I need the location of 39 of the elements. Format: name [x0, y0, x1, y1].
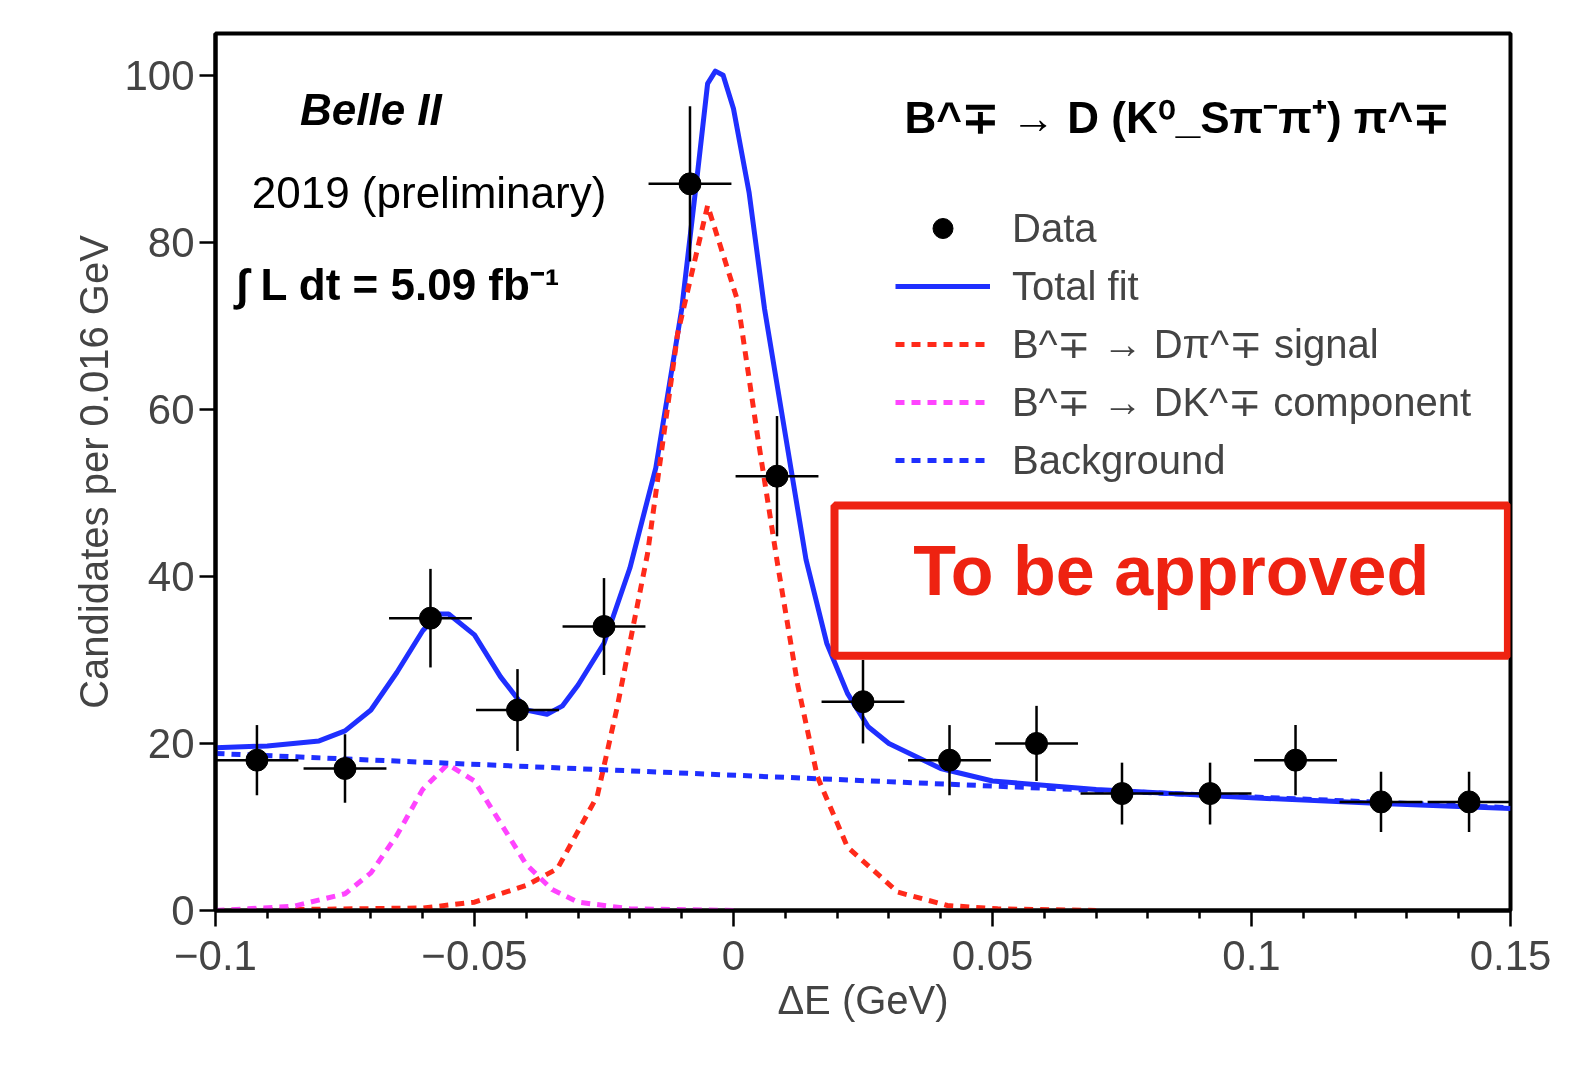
y-tick-label: 20: [147, 719, 195, 767]
point: [418, 606, 442, 630]
point: [592, 615, 616, 638]
point: [1457, 790, 1481, 814]
annotation: B^∓ → D (K⁰_Sπ⁻π⁺) π^∓: [904, 93, 1451, 143]
x-tick-label: 0.1: [1222, 931, 1281, 979]
legend-label: B^∓ → Dπ^∓ signal: [1012, 321, 1379, 368]
legend-label: B^∓ → DK^∓ component: [1012, 379, 1472, 426]
x-tick-label: −0.1: [174, 931, 257, 979]
y-tick-label: 0: [171, 887, 195, 934]
legend-label: Background: [1012, 436, 1226, 484]
y-tick-label: 100: [124, 51, 195, 99]
x-tick-label: 0: [721, 931, 746, 979]
x-tick-label: 0.15: [1469, 931, 1552, 979]
point: [1369, 790, 1393, 814]
point: [333, 757, 357, 780]
point: [1198, 782, 1222, 806]
y-tick-label: 80: [147, 218, 195, 266]
annotation: ∫ L dt = 5.09 fb⁻¹: [233, 260, 560, 311]
x-tick-label: 0.05: [951, 931, 1034, 979]
annotation: To be approved: [913, 531, 1430, 610]
point: [765, 464, 789, 488]
x-tick-label: −0.05: [421, 931, 528, 979]
x-axis-title: ΔE (GeV): [777, 977, 949, 1022]
y-tick-label: 40: [147, 552, 195, 600]
point: [245, 748, 269, 772]
point: [1284, 748, 1308, 772]
y-tick-label: 60: [147, 385, 195, 433]
y-axis-title: Candidates per 0.016 GeV: [72, 234, 117, 709]
point: [1025, 731, 1049, 755]
point: [851, 690, 875, 714]
legend-label: Total fit: [1012, 262, 1139, 310]
point: [678, 172, 702, 196]
point: [1110, 782, 1134, 806]
point: [938, 748, 962, 772]
legend-label: Data: [1012, 204, 1097, 252]
point: [505, 698, 529, 722]
annotation: Belle II: [299, 84, 443, 134]
annotation: 2019 (preliminary): [251, 168, 607, 218]
